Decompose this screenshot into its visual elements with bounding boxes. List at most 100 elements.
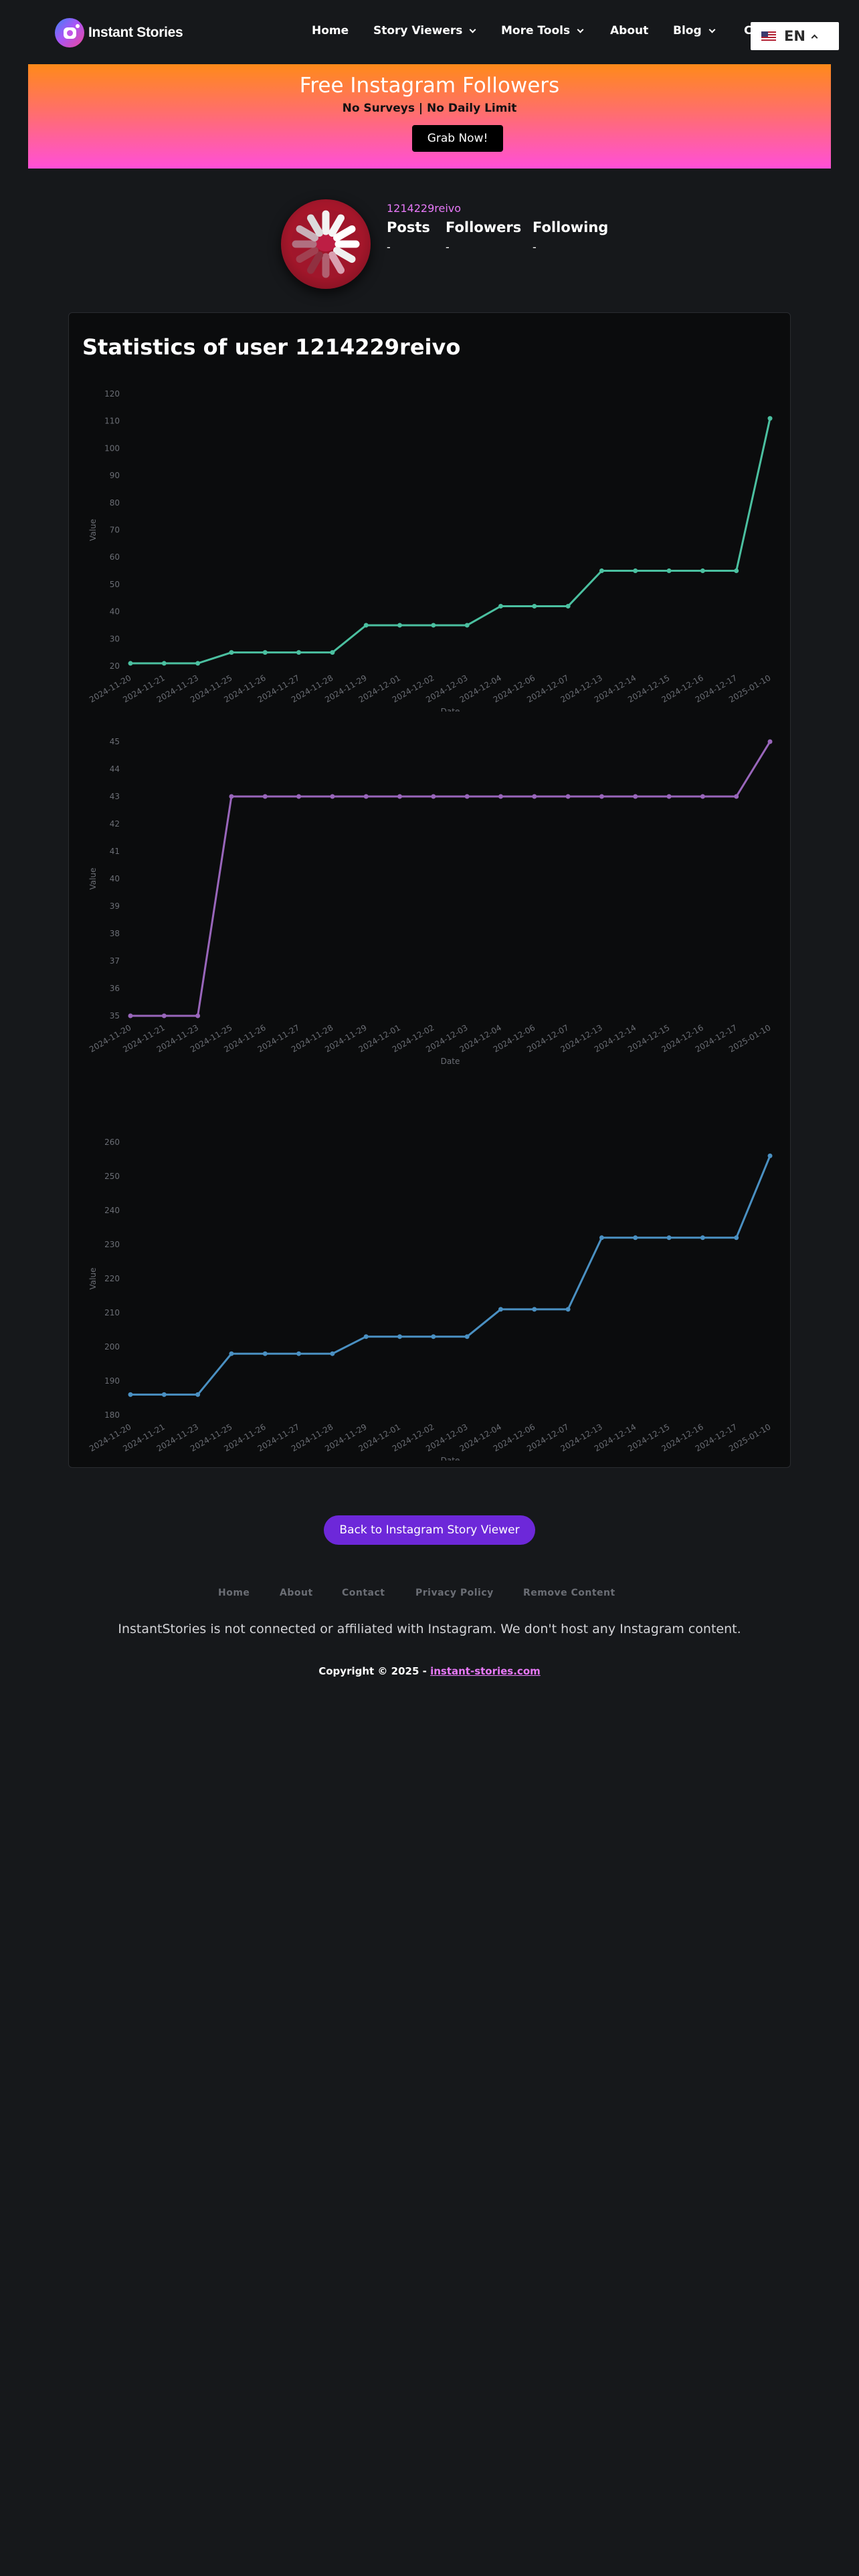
data-point <box>633 568 638 574</box>
y-tick-label: 37 <box>110 956 120 966</box>
y-tick-label: 260 <box>104 1138 120 1147</box>
nav-item-blog[interactable]: Blog <box>673 24 716 37</box>
data-point <box>532 603 537 609</box>
chevron-down-icon <box>469 26 476 33</box>
y-tick-label: 41 <box>110 847 120 856</box>
footer-link-home[interactable]: Home <box>218 1588 250 1598</box>
y-tick-label: 180 <box>104 1410 120 1420</box>
back-to-story-viewer-button[interactable]: Back to Instagram Story Viewer <box>324 1515 535 1545</box>
loading-spinner-icon <box>291 209 361 279</box>
data-point <box>161 661 167 666</box>
data-point <box>498 603 503 609</box>
nav-item-story-viewers[interactable]: Story Viewers <box>373 24 476 37</box>
data-point <box>464 1334 470 1339</box>
data-point <box>464 623 470 628</box>
data-point <box>330 650 335 655</box>
nav-item-home[interactable]: Home <box>312 24 349 37</box>
data-point <box>363 623 369 628</box>
chevron-down-icon <box>577 26 584 33</box>
y-tick-label: 200 <box>104 1342 120 1352</box>
language-selector[interactable]: EN <box>751 22 839 50</box>
y-tick-label: 40 <box>110 874 120 883</box>
chevron-up-icon <box>811 34 818 41</box>
data-point <box>229 1351 234 1356</box>
avatar <box>281 199 371 289</box>
data-point <box>666 568 672 574</box>
data-point <box>767 416 773 421</box>
footer-link-about[interactable]: About <box>280 1588 313 1598</box>
language-label: EN <box>784 28 805 44</box>
data-point <box>700 1235 705 1241</box>
data-point <box>296 650 302 655</box>
y-tick-label: 38 <box>110 929 120 938</box>
y-tick-label: 20 <box>110 661 120 671</box>
footer-link-privacy-policy[interactable]: Privacy Policy <box>415 1588 494 1598</box>
data-point <box>128 1392 133 1397</box>
y-tick-label: 90 <box>110 471 120 480</box>
y-tick-label: 36 <box>110 984 120 993</box>
logo-text: Instant Stories <box>88 25 183 40</box>
data-point <box>599 1235 604 1241</box>
data-point <box>296 794 302 799</box>
medias-chart: Medias180190200210220230240250260Value20… <box>88 1138 773 1461</box>
data-point <box>599 568 604 574</box>
data-point <box>262 794 268 799</box>
data-point <box>195 1013 201 1018</box>
copyright-link[interactable]: instant-stories.com <box>430 1665 541 1677</box>
data-point <box>734 794 739 799</box>
data-point <box>734 568 739 574</box>
followers-chart: Followers2030405060708090100110120Value2… <box>88 389 773 712</box>
footer-link-remove-content[interactable]: Remove Content <box>523 1588 615 1598</box>
nav-label: About <box>610 24 649 37</box>
data-point <box>397 1334 403 1339</box>
grab-now-button[interactable]: Grab Now! <box>412 125 503 152</box>
y-tick-label: 230 <box>104 1240 120 1249</box>
footer-link-contact[interactable]: Contact <box>342 1588 385 1598</box>
following-value: - <box>533 241 537 253</box>
chevron-down-icon <box>708 26 716 33</box>
profile-username[interactable]: 1214229reivo <box>387 202 462 215</box>
followers-label: Followers <box>446 219 522 235</box>
data-point <box>397 794 403 799</box>
y-tick-label: 120 <box>104 389 120 399</box>
data-point <box>296 1351 302 1356</box>
nav-label: Home <box>312 24 349 37</box>
data-point <box>128 661 133 666</box>
data-point <box>431 623 436 628</box>
site-logo[interactable]: Instant Stories <box>55 18 183 47</box>
following-chart: Following3536373839404142434445Value2024… <box>88 737 773 1066</box>
y-axis-label: Value <box>88 519 98 541</box>
y-tick-label: 80 <box>110 498 120 508</box>
y-tick-label: 35 <box>110 1011 120 1021</box>
x-axis-label: Date <box>441 1057 460 1066</box>
data-point <box>363 794 369 799</box>
data-point <box>666 1235 672 1241</box>
y-tick-label: 210 <box>104 1308 120 1317</box>
nav-label: Story Viewers <box>373 24 463 37</box>
series-line <box>130 1155 771 1396</box>
nav-item-contact[interactable]: C <box>744 24 752 37</box>
y-tick-label: 70 <box>110 526 120 535</box>
nav-item-about[interactable]: About <box>610 24 648 37</box>
y-tick-label: 190 <box>104 1376 120 1386</box>
data-point <box>195 1392 201 1397</box>
data-point <box>229 794 234 799</box>
data-point <box>498 794 503 799</box>
nav-item-more-tools[interactable]: More Tools <box>501 24 584 37</box>
camera-logo-icon <box>55 18 84 47</box>
data-point <box>262 650 268 655</box>
data-point <box>599 794 604 799</box>
data-point <box>633 794 638 799</box>
y-tick-label: 39 <box>110 901 120 911</box>
data-point <box>633 1235 638 1241</box>
data-point <box>767 739 773 744</box>
data-point <box>464 794 470 799</box>
data-point <box>666 794 672 799</box>
footer-disclaimer: InstantStories is not connected or affil… <box>118 1622 741 1636</box>
y-tick-label: 43 <box>110 792 120 801</box>
data-point <box>431 794 436 799</box>
data-point <box>363 1334 369 1339</box>
y-tick-label: 50 <box>110 580 120 589</box>
y-tick-label: 110 <box>104 417 120 426</box>
x-axis-label: Date <box>441 707 460 712</box>
